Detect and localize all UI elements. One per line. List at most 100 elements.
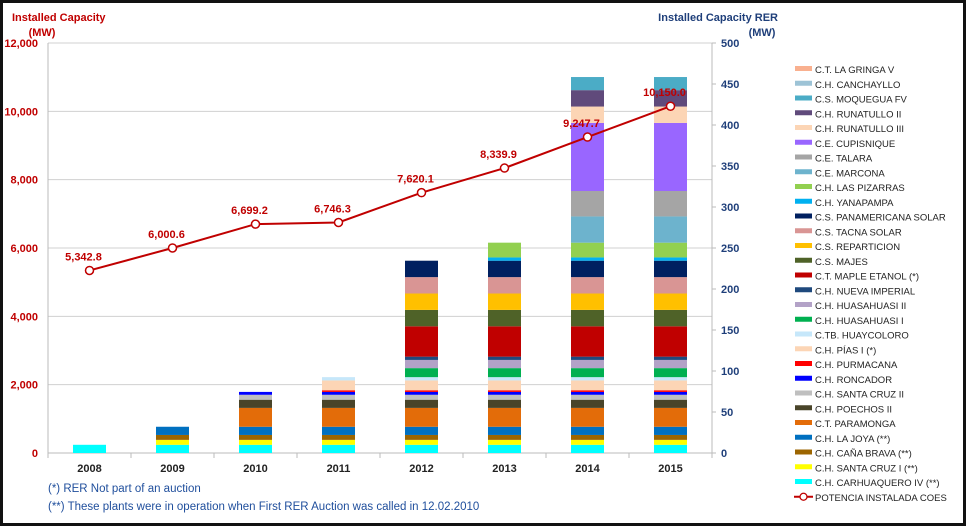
bar-segment: [571, 439, 604, 445]
x-axis-tick-label: 2010: [243, 463, 267, 475]
legend-label: C.E. MARCONA: [815, 168, 885, 179]
bar-segment: [239, 407, 272, 427]
x-axis-tick-label: 2009: [160, 463, 184, 475]
legend-label: C.T. PARAMONGA: [815, 419, 896, 430]
bar-segment: [488, 359, 521, 369]
bar-segment: [654, 293, 687, 310]
bar-segment: [405, 399, 438, 408]
legend-swatch: [795, 464, 812, 470]
legend-label: C.S. MOQUEGUA FV: [815, 95, 908, 106]
bar-segment: [405, 356, 438, 360]
bar-segment: [488, 260, 521, 278]
bar-segment: [571, 426, 604, 435]
bar-segment: [571, 260, 604, 278]
coes-data-point: [250, 219, 261, 229]
x-axis-tick-label: 2014: [575, 463, 600, 475]
bar-segment: [405, 444, 438, 453]
legend-label: C.T. MAPLE ETANOL (*): [815, 272, 919, 283]
legend-label: C.H. CAÑA BRAVA (**): [815, 449, 912, 460]
bar-segment: [405, 380, 438, 391]
bar-segment: [405, 260, 438, 278]
legend-label: C.S. PANAMERICANA SOLAR: [815, 213, 946, 224]
bar-segment: [571, 277, 604, 294]
coes-data-label: 6,699.2: [231, 205, 268, 217]
bar-segment: [488, 356, 521, 360]
legend-swatch: [795, 479, 812, 484]
bar-segment: [488, 394, 521, 400]
bar-segment: [654, 391, 687, 395]
legend-swatch: [795, 272, 812, 278]
bar-segment: [322, 434, 355, 440]
legend-swatch: [795, 154, 812, 160]
legend-swatch: [795, 316, 812, 322]
legend-swatch: [795, 361, 812, 366]
right-axis-tick-label: 100: [721, 366, 739, 378]
bar-segment: [571, 391, 604, 395]
right-axis-title: Installed Capacity RER: [658, 12, 778, 24]
bar-segment: [239, 394, 272, 400]
coes-data-label: 7,620.1: [397, 174, 434, 186]
bar-segment: [488, 426, 521, 435]
legend-swatch: [795, 375, 812, 381]
bar-segment: [571, 106, 604, 123]
bar-segment: [654, 377, 687, 381]
bar-segment: [405, 377, 438, 381]
bar-segment: [322, 394, 355, 400]
bar-segment: [156, 439, 189, 445]
legend-swatch: [795, 139, 812, 145]
right-axis-tick-label: 0: [721, 448, 727, 460]
bar-segment: [654, 106, 687, 123]
x-axis-tick-label: 2015: [658, 463, 682, 475]
coes-data-point: [665, 101, 676, 111]
right-axis-tick-label: 200: [721, 284, 739, 296]
legend-swatch: [795, 420, 812, 425]
legend-label: C.H. HUASAHUASI II: [815, 301, 906, 312]
bar-segment: [488, 242, 521, 258]
right-axis-tick-label: 250: [721, 243, 739, 255]
bar-segment: [405, 394, 438, 400]
bar-segment: [571, 356, 604, 360]
bar-segment: [488, 257, 521, 261]
coes-data-point: [167, 243, 178, 253]
bar-segment: [405, 391, 438, 395]
bar-segment: [654, 326, 687, 357]
coes-data-label: 6,746.3: [314, 204, 351, 216]
coes-data-point: [333, 217, 344, 228]
bar-segment: [405, 326, 438, 357]
right-axis-unit: (MW): [749, 27, 776, 39]
left-axis-tick-label: 2,000: [10, 380, 38, 392]
bar-segment: [488, 326, 521, 357]
bar-segment: [239, 399, 272, 408]
bar-segment: [654, 277, 687, 294]
left-axis-tick-label: 8,000: [10, 175, 38, 187]
x-axis-tick-label: 2012: [409, 463, 433, 475]
legend-label: C.S. MAJES: [815, 257, 868, 268]
legend-label: C.T. LA GRINGA V: [815, 65, 895, 76]
bar-segment: [571, 377, 604, 381]
bar-segment: [322, 380, 355, 391]
bar-segment: [571, 191, 604, 217]
bar-segment: [654, 380, 687, 391]
legend-label: POTENCIA INSTALADA COES: [815, 493, 947, 504]
bar-segment: [654, 426, 687, 435]
bar-segment: [571, 257, 604, 261]
legend-label: C.H. CARHUAQUERO IV (**): [815, 478, 940, 489]
x-axis-tick-label: 2013: [492, 463, 516, 475]
legend-swatch: [795, 346, 812, 352]
legend-swatch: [795, 110, 812, 116]
footnote-first-auction: (**) These plants were in operation when…: [48, 501, 480, 513]
legend-label: C.H. SANTA CRUZ I (**): [815, 463, 918, 474]
bar-segment: [405, 368, 438, 378]
bar-segment: [654, 359, 687, 369]
bar-segment: [488, 380, 521, 391]
legend-swatch: [795, 95, 812, 101]
bar-segment: [654, 407, 687, 427]
right-axis-tick-label: 50: [721, 407, 733, 419]
bar-segment: [488, 439, 521, 445]
bar-segment: [322, 407, 355, 427]
bar-segment: [654, 77, 687, 91]
legend-swatch: [795, 287, 812, 293]
x-axis-tick-label: 2008: [77, 463, 101, 475]
bar-segment: [571, 390, 604, 392]
